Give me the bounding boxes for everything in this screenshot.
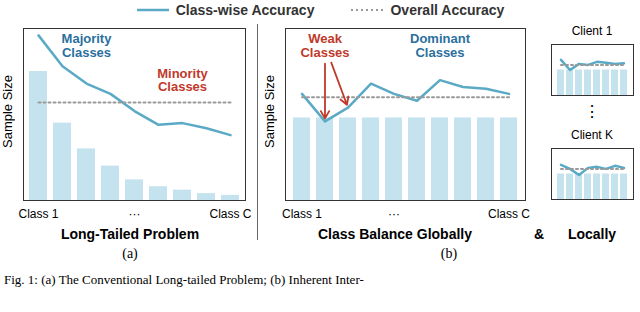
svg-text:MajorityClasses: MajorityClasses <box>62 31 113 60</box>
svg-text:···: ··· <box>388 207 400 221</box>
html-text:Sample Size: Sample Size <box>262 75 277 149</box>
svg-text:Class 1: Class 1 <box>282 207 322 221</box>
html-text:Overall Accuracy: Overall Accuracy <box>390 2 505 18</box>
html-text:Locally: Locally <box>567 226 617 242</box>
svg-text:Class C: Class C <box>209 207 251 221</box>
svg-text:Class C: Class C <box>488 207 530 221</box>
html-text:Class-wise Accuracy: Class-wise Accuracy <box>175 2 315 18</box>
html-text:(a): (a) <box>122 246 138 261</box>
svg-text:DominantClasses: DominantClasses <box>410 31 471 60</box>
svg-text:Class 1: Class 1 <box>18 207 58 221</box>
html-text:Class Balance Globally: Class Balance Globally <box>318 226 472 242</box>
html-text:Sample Size: Sample Size <box>0 75 15 149</box>
svg-text:WeakClasses: WeakClasses <box>300 31 349 60</box>
svg-text:MinorityClasses: MinorityClasses <box>157 66 208 95</box>
html-text:Long-Tailed Problem: Long-Tailed Problem <box>60 226 200 242</box>
html-text:Client K: Client K <box>571 128 613 142</box>
html-text:(b): (b) <box>440 246 458 261</box>
html-text:Client 1: Client 1 <box>571 24 613 38</box>
svg-text:···: ··· <box>129 207 141 221</box>
html-text:Fig. 1: (a) The Conventional L: Fig. 1: (a) The Conventional Long-tailed… <box>4 272 364 287</box>
